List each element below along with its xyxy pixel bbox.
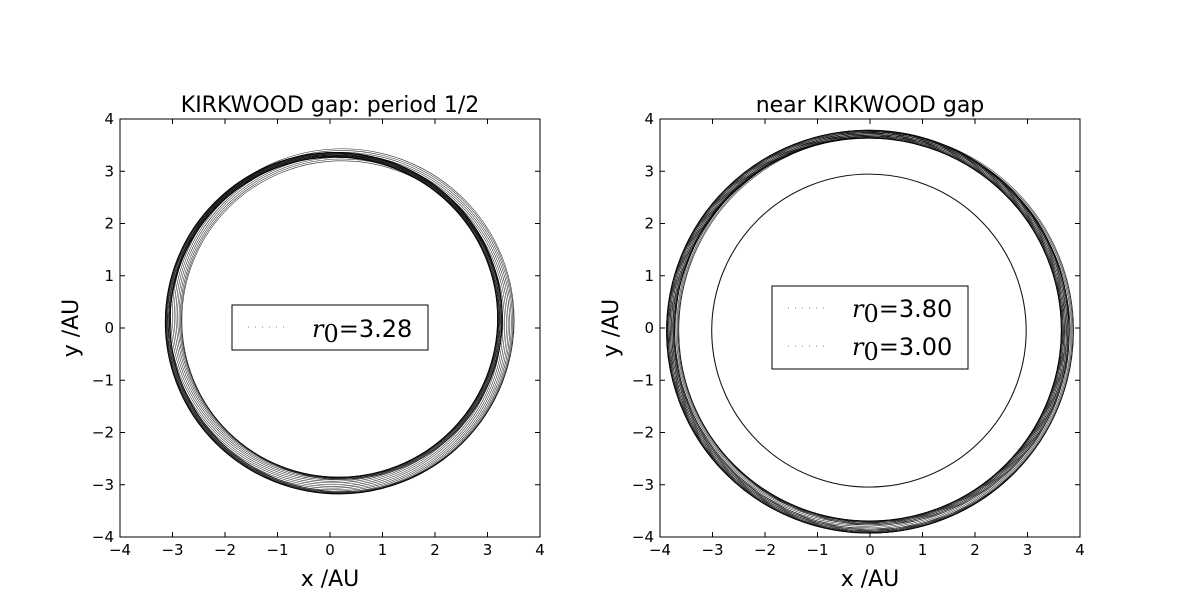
chart-title: KIRKWOOD gap: period 1/2 <box>181 93 479 118</box>
x-tick-label: 4 <box>535 541 545 559</box>
chart-panel-right: near KIRKWOOD gap −4−4 −3 −3 −2 −2 −1 −1 0 0 1 1 2 2… <box>599 93 1085 592</box>
legend-entry: r0=3.00 <box>788 333 952 366</box>
y-tick-label: 0 <box>104 319 114 337</box>
legend-entry: r0=3.80 <box>788 295 952 328</box>
orbit-loop <box>673 135 1073 533</box>
y-tick-label: 3 <box>104 162 114 180</box>
orbit-loop <box>169 154 511 495</box>
y-tick-label: −2 <box>632 424 654 442</box>
legend-label-value: 3.00 <box>899 333 952 361</box>
legend-label-subscript: 0 <box>863 338 878 366</box>
y-tick-label: 1 <box>104 267 114 285</box>
orbit-series <box>666 129 1074 534</box>
x-axis-label: x /AU <box>301 567 360 592</box>
y-tick-label: 3 <box>644 162 654 180</box>
legend-label-value: 3.80 <box>899 295 952 323</box>
orbit-loop <box>671 137 1070 534</box>
x-tick-label: −1 <box>266 541 288 559</box>
legend-label-prefix: r <box>312 315 325 343</box>
legend-label-subscript: 0 <box>863 300 878 328</box>
legend-label-equals: = <box>879 333 899 361</box>
x-tick-label: 3 <box>483 541 493 559</box>
legend: r0=3.28 <box>231 304 429 351</box>
orbit-loop <box>711 173 1027 488</box>
legend: r0=3.80 r0=3.00 <box>771 285 969 370</box>
x-tick-label: −2 <box>214 541 236 559</box>
y-tick-label: 2 <box>644 215 654 233</box>
legend-label-value: 3.28 <box>359 315 412 343</box>
orbit-series <box>711 173 1027 488</box>
orbit-loop <box>169 148 515 492</box>
orbit-loop <box>667 137 1064 532</box>
legend-entry: r0=3.28 <box>248 315 412 348</box>
x-tick-label: 0 <box>865 541 875 559</box>
x-tick-label: 3 <box>1023 541 1033 559</box>
y-tick-label: −4 <box>92 528 114 546</box>
x-tick-label: −3 <box>161 541 183 559</box>
y-tick-label: 4 <box>644 110 654 128</box>
legend-label: r0=3.80 <box>852 295 952 328</box>
legend-label: r0=3.00 <box>852 333 952 366</box>
y-tick-label: −3 <box>92 476 114 494</box>
x-tick-label: 1 <box>378 541 388 559</box>
y-axis-label: y /AU <box>599 299 624 358</box>
tick-group: −4−4 −3 −3 −2 −2 −1 −1 0 0 1 1 2 2 3 3 4 4 <box>632 110 1085 559</box>
legend-box <box>771 285 969 370</box>
y-tick-label: 2 <box>104 215 114 233</box>
x-tick-label: 2 <box>970 541 980 559</box>
legend-box <box>231 304 429 351</box>
x-tick-label: −4 <box>649 541 671 559</box>
legend-label-prefix: r <box>852 333 865 361</box>
y-tick-label: 4 <box>104 110 114 128</box>
legend-label: r0=3.28 <box>312 315 412 348</box>
chart-panel-left: KIRKWOOD gap: period 1/2 −4−4−3−3−2−2−1−… <box>59 93 545 592</box>
orbit-group <box>666 129 1074 534</box>
x-tick-label: 2 <box>430 541 440 559</box>
y-tick-label: −2 <box>92 424 114 442</box>
orbit-loop <box>674 134 1073 532</box>
legend-label-prefix: r <box>852 295 865 323</box>
y-tick-label: −4 <box>632 528 654 546</box>
tick-group: −4−4 −3 −3 −2 −2 −1 −1 0 0 1 1 2 2 3 3 4 4 <box>92 110 545 559</box>
y-tick-label: 1 <box>644 267 654 285</box>
x-axis-label: x /AU <box>841 567 900 592</box>
legend-label-equals: = <box>879 295 899 323</box>
y-tick-label: −1 <box>92 371 114 389</box>
orbit-loop <box>672 136 1071 534</box>
y-tick-label: −3 <box>632 476 654 494</box>
chart-title: near KIRKWOOD gap <box>756 93 985 118</box>
y-tick-label: 0 <box>644 319 654 337</box>
x-tick-label: 1 <box>918 541 928 559</box>
legend-label-equals: = <box>339 315 359 343</box>
y-tick-label: −1 <box>632 371 654 389</box>
orbit-loop <box>169 150 514 493</box>
orbit-loop <box>666 136 1063 531</box>
orbit-loop <box>666 135 1063 530</box>
orbit-loop <box>674 131 1074 530</box>
x-tick-label: −3 <box>701 541 723 559</box>
y-axis-label: y /AU <box>59 299 84 358</box>
x-tick-label: −2 <box>754 541 776 559</box>
orbit-series <box>164 148 515 495</box>
x-tick-label: 0 <box>325 541 335 559</box>
orbit-group <box>164 148 515 495</box>
x-tick-label: 4 <box>1075 541 1085 559</box>
legend-label-subscript: 0 <box>323 320 338 348</box>
x-tick-label: −1 <box>806 541 828 559</box>
x-tick-label: −4 <box>109 541 131 559</box>
